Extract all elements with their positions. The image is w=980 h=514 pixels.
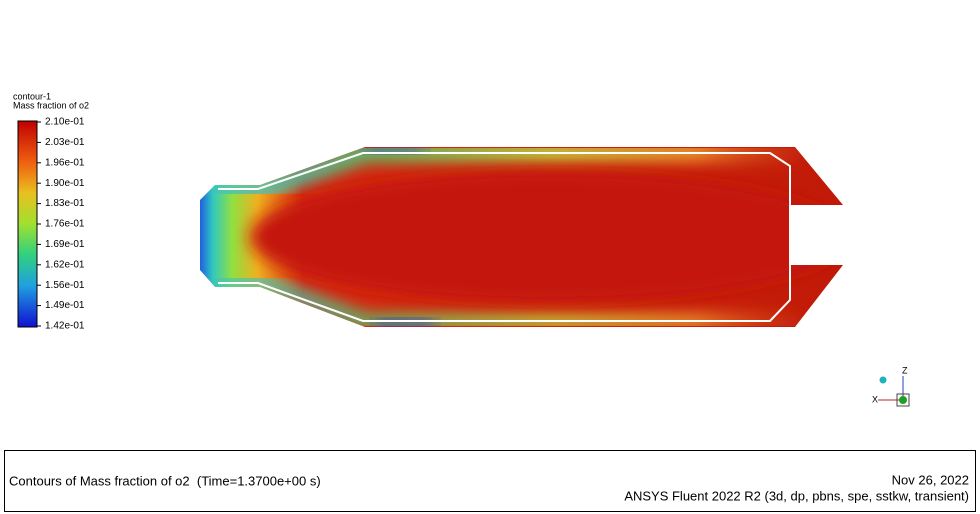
colorbar-label: 1.76e-01 bbox=[45, 219, 85, 230]
colorbar-label: 1.69e-01 bbox=[45, 239, 85, 250]
colorbar-label: 1.42e-01 bbox=[45, 321, 85, 332]
colorbar-label: 1.90e-01 bbox=[45, 178, 85, 189]
colorbar-label: 1.56e-01 bbox=[45, 280, 85, 291]
triad-z: Z bbox=[902, 365, 908, 375]
colorbar-labels: 2.10e-01 2.03e-01 1.96e-01 1.90e-01 1.83e-01… bbox=[37, 117, 85, 332]
axis-triad: Z X bbox=[872, 365, 910, 407]
legend-name: contour-1 bbox=[13, 91, 51, 101]
triad-x: X bbox=[872, 394, 878, 404]
colorbar-label: 1.62e-01 bbox=[45, 259, 85, 270]
colorbar bbox=[17, 120, 38, 328]
colorbar-label: 1.49e-01 bbox=[45, 300, 85, 311]
colorbar-label: 2.03e-01 bbox=[45, 137, 85, 148]
contour-field bbox=[200, 147, 843, 327]
footer-title: Contours of Mass fraction of o2 (Time=1.… bbox=[9, 473, 321, 488]
footer-box bbox=[4, 450, 976, 512]
legend-quantity: Mass fraction of o2 bbox=[13, 100, 89, 110]
colorbar-label: 2.10e-01 bbox=[45, 117, 85, 128]
liner-walls bbox=[218, 152, 843, 322]
footer-date: Nov 26, 2022 bbox=[892, 472, 969, 487]
colorbar-label: 1.83e-01 bbox=[45, 198, 85, 209]
footer-software: ANSYS Fluent 2022 R2 (3d, dp, pbns, spe,… bbox=[624, 488, 969, 503]
colorbar-label: 1.96e-01 bbox=[45, 157, 85, 168]
